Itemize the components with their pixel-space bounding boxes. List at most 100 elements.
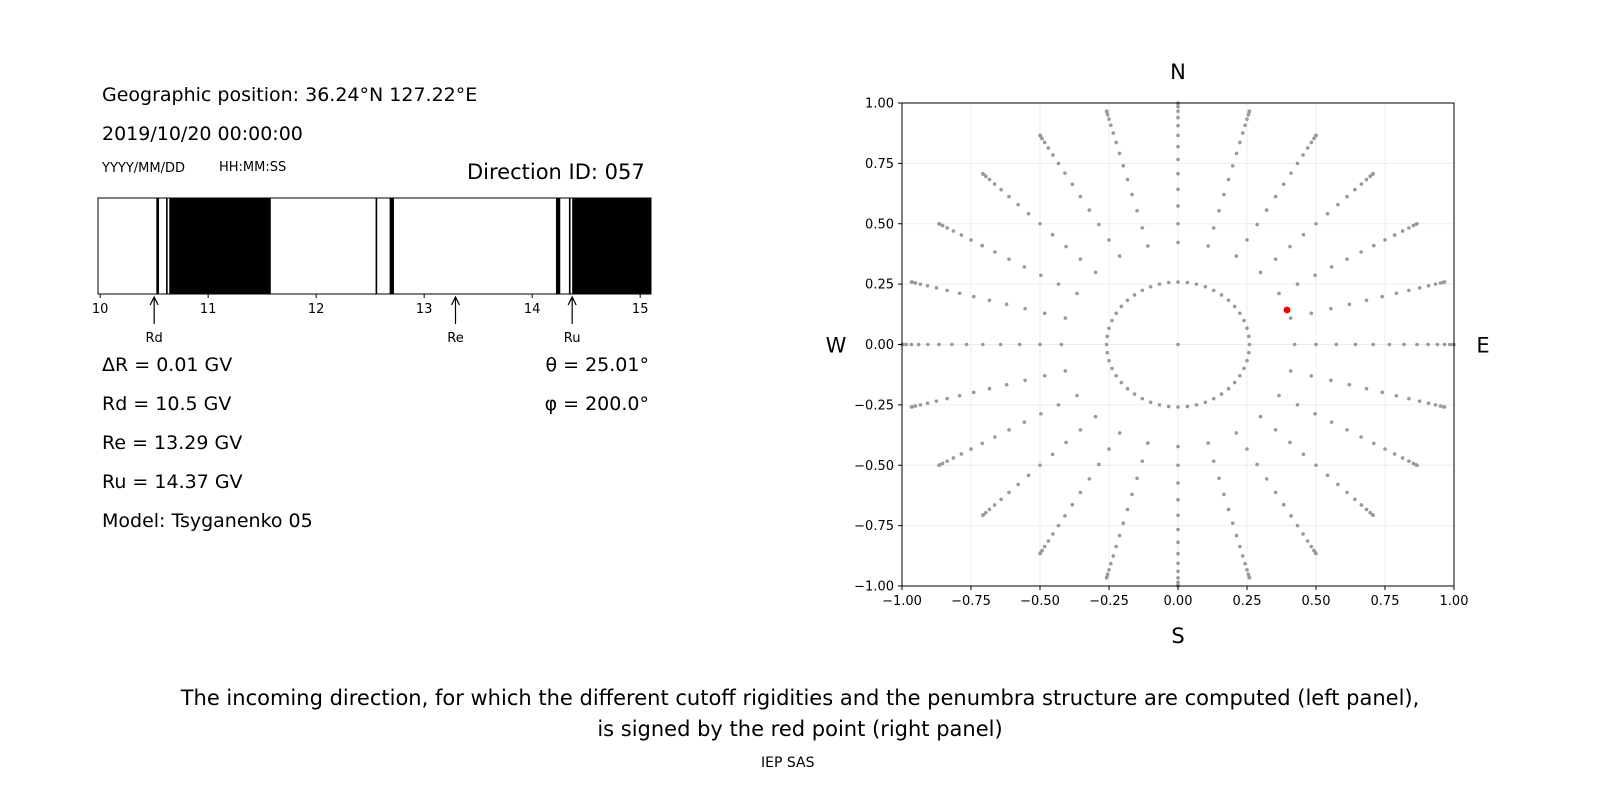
penumbra-tick-label: 10: [92, 302, 109, 317]
direction-point: [992, 503, 997, 507]
direction-point: [981, 342, 985, 347]
delta-r-value: ΔR = 0.01 GV: [102, 354, 233, 376]
direction-point: [1042, 311, 1047, 316]
direction-point: [1364, 177, 1369, 182]
direction-point: [1059, 342, 1064, 347]
direction-point: [1007, 490, 1011, 495]
direction-point: [1292, 342, 1297, 347]
direction-point: [1109, 561, 1113, 566]
marker-arrow-head: [450, 295, 461, 306]
scatter-x-tick-label: 0.50: [1302, 594, 1331, 609]
direction-point: [1117, 533, 1122, 538]
direction-point: [1353, 187, 1357, 192]
direction-point: [1230, 521, 1235, 525]
direction-point: [987, 177, 992, 182]
direction-point: [951, 456, 956, 460]
direction-point: [1051, 532, 1055, 536]
direction-point: [1325, 211, 1330, 216]
direction-point: [1426, 401, 1431, 406]
direction-point: [1426, 283, 1431, 288]
direction-point: [934, 286, 939, 290]
direction-point: [1107, 326, 1111, 331]
direction-point: [1176, 561, 1180, 566]
direction-point: [1255, 462, 1259, 467]
scatter-x-tick-label: 0.75: [1371, 594, 1400, 609]
direction-point: [1334, 342, 1339, 347]
penumbra-forbidden-band: [389, 198, 394, 294]
direction-point: [925, 401, 930, 406]
direction-point: [1345, 490, 1349, 495]
direction-point: [1211, 396, 1216, 401]
direction-point: [1185, 404, 1190, 409]
direction-point: [1176, 405, 1180, 409]
direction-point: [1359, 250, 1363, 254]
direction-point: [987, 507, 992, 512]
marker-label: Ru: [564, 331, 581, 346]
direction-point: [1176, 144, 1180, 149]
direction-point: [1247, 334, 1251, 339]
direction-point: [1435, 342, 1440, 347]
direction-point: [1194, 403, 1199, 407]
direction-point: [1264, 208, 1269, 212]
direction-point: [1078, 490, 1083, 495]
direction-point: [1371, 513, 1375, 518]
direction-point: [1400, 229, 1405, 233]
direction-point: [1146, 244, 1150, 248]
direction-point: [1004, 382, 1009, 387]
direction-point: [1359, 435, 1363, 439]
direction-point: [1157, 282, 1162, 286]
direction-point: [1176, 115, 1180, 120]
direction-point: [1281, 502, 1286, 507]
direction-point: [1114, 373, 1118, 378]
direction-point: [1176, 540, 1180, 545]
caption-line-2: is signed by the red point (right panel): [597, 717, 1003, 741]
direction-point: [1206, 441, 1210, 445]
direction-point: [1023, 378, 1027, 383]
direction-point: [1135, 208, 1139, 213]
direction-point: [945, 396, 949, 401]
direction-point: [1392, 233, 1397, 237]
direction-point: [1211, 459, 1216, 463]
direction-point: [1038, 551, 1042, 556]
direction-point: [1364, 298, 1369, 303]
direction-point: [1109, 123, 1113, 128]
direction-point: [1121, 164, 1126, 168]
direction-point: [1063, 514, 1067, 518]
direction-point: [1329, 420, 1334, 424]
direction-point: [1017, 342, 1022, 347]
direction-point: [1313, 411, 1317, 416]
direction-point: [1176, 342, 1180, 347]
direction-point: [1107, 117, 1111, 121]
direction-point: [1042, 373, 1047, 378]
direction-point: [1211, 288, 1216, 293]
direction-point: [1046, 146, 1051, 150]
model-name: Model: Tsyganenko 05: [102, 510, 313, 532]
direction-point: [1407, 288, 1411, 293]
direction-point: [1402, 342, 1406, 347]
direction-point: [1226, 386, 1231, 391]
direction-point: [1125, 386, 1130, 391]
direction-point: [1140, 288, 1145, 293]
direction-point: [1415, 221, 1419, 226]
direction-point: [1433, 282, 1438, 286]
direction-point: [998, 342, 1003, 347]
direction-point: [1038, 463, 1042, 468]
direction-point: [999, 187, 1003, 192]
direction-point: [969, 447, 973, 451]
direction-point: [1176, 221, 1180, 226]
direction-point: [1325, 473, 1330, 478]
direction-point: [909, 342, 914, 347]
direction-point: [1301, 452, 1306, 457]
direction-point: [1042, 544, 1047, 549]
direction-point: [1245, 358, 1249, 363]
direction-point: [1238, 140, 1242, 145]
direction-point: [1176, 204, 1180, 208]
direction-point: [1146, 441, 1150, 445]
direction-point: [940, 223, 945, 228]
scatter-y-tick-label: −1.00: [854, 580, 894, 595]
direction-point: [1004, 302, 1009, 307]
direction-point: [1056, 161, 1061, 166]
direction-point: [1203, 284, 1208, 289]
direction-point: [1305, 146, 1310, 150]
compass-north-label: N: [1170, 60, 1186, 84]
